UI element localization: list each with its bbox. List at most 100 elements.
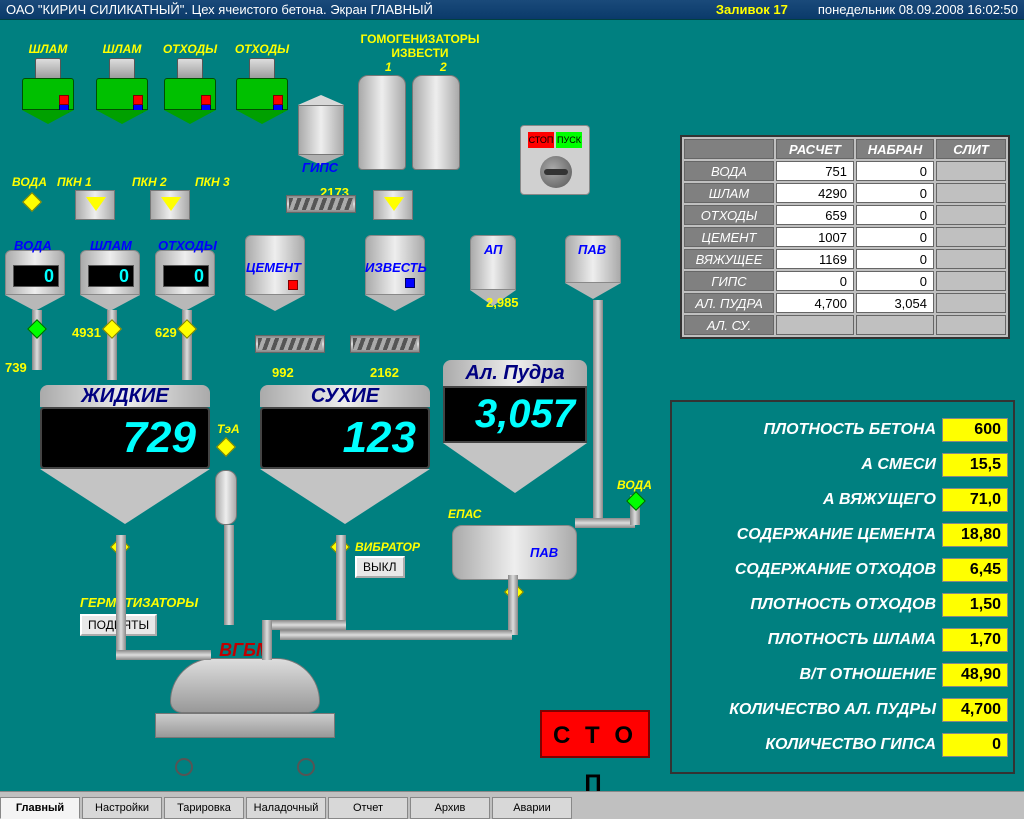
epac-tank <box>452 525 577 580</box>
flow-2162: 2162 <box>370 365 399 380</box>
silo-shlam-label: ШЛАМ <box>90 238 132 253</box>
silo-othody-value: 0 <box>163 265 209 287</box>
silo-cement-label: ЦЕМЕНТ <box>246 260 301 275</box>
param-label: КОЛИЧЕСТВО ГИПСА <box>677 736 942 754</box>
pkn-box-2[interactable] <box>150 190 190 220</box>
table-row: АЛ. ПУДРА4,7003,054 <box>684 293 1006 313</box>
param-value[interactable]: 71,0 <box>942 488 1008 512</box>
valve-voda-top[interactable] <box>22 192 42 212</box>
table-row: ШЛАМ42900 <box>684 183 1006 203</box>
homogen-num-1: 1 <box>385 60 392 74</box>
params-panel: ПЛОТНОСТЬ БЕТОНА600А СМЕСИ15,5А ВЯЖУЩЕГО… <box>670 400 1015 774</box>
switch-start-label: ПУСК <box>556 132 582 148</box>
param-value[interactable]: 6,45 <box>942 558 1008 582</box>
pav-label: ПАВ <box>530 545 558 560</box>
valve-voda[interactable] <box>27 319 47 339</box>
herm-group: ГЕРМЕТИЗАТОРЫ ПОДНЯТЫ <box>80 595 198 636</box>
stop-button[interactable]: С Т О П <box>540 710 650 758</box>
cell-value: 659 <box>776 205 854 225</box>
silo-pav-label: ПАВ <box>578 242 606 257</box>
gips-silo <box>298 95 344 165</box>
tab-настройки[interactable]: Настройки <box>82 797 162 819</box>
pkn-label-2: ПКН 2 <box>132 175 167 189</box>
cell-value: 0 <box>856 183 934 203</box>
param-value[interactable]: 0 <box>942 733 1008 757</box>
mixer-suhie: СУХИЕ 123 <box>250 385 440 524</box>
pkn-box-1[interactable] <box>75 190 115 220</box>
tab-главный[interactable]: Главный <box>0 797 80 819</box>
tab-архив[interactable]: Архив <box>410 797 490 819</box>
voda-right-label: ВОДА <box>617 478 652 492</box>
row-header: ШЛАМ <box>684 183 774 203</box>
mixer-zhidkie: ЖИДКИЕ 729 <box>30 385 220 524</box>
param-label: А ВЯЖУЩЕГО <box>677 491 942 509</box>
hopper-label-1: ШЛАМ <box>92 42 152 56</box>
silo-othody-label: ОТХОДЫ <box>158 238 217 253</box>
row-header: АЛ. СУ. <box>684 315 774 335</box>
tab-наладочный[interactable]: Наладочный <box>246 797 326 819</box>
hopper-label-3: ОТХОДЫ <box>232 42 292 56</box>
param-row: В/Т ОТНОШЕНИЕ48,90 <box>677 657 1008 692</box>
vibrator-button[interactable]: ВЫКЛ <box>355 556 405 578</box>
tab-тарировка[interactable]: Тарировка <box>164 797 244 819</box>
cell-value <box>936 205 1006 225</box>
table-row: АЛ. СУ. <box>684 315 1006 335</box>
tab-аварии[interactable]: Аварии <box>492 797 572 819</box>
param-row: ПЛОТНОСТЬ ОТХОДОВ1,50 <box>677 587 1008 622</box>
param-label: ПЛОТНОСТЬ БЕТОНА <box>677 421 942 439</box>
cell-value: 751 <box>776 161 854 181</box>
param-value[interactable]: 1,70 <box>942 628 1008 652</box>
param-label: А СМЕСИ <box>677 456 942 474</box>
start-stop-switch[interactable]: СТОП ПУСК <box>520 125 590 195</box>
flow-992: 992 <box>272 365 294 380</box>
row-header: ВЯЖУЩЕЕ <box>684 249 774 269</box>
pipe-epac-vgbm <box>280 630 512 640</box>
param-label: ПЛОТНОСТЬ ШЛАМА <box>677 631 942 649</box>
cell-value <box>936 183 1006 203</box>
pipe-zh-vgbm <box>116 535 126 655</box>
th-nab: НАБРАН <box>856 139 934 159</box>
tab-отчет[interactable]: Отчет <box>328 797 408 819</box>
table-row: ЦЕМЕНТ10070 <box>684 227 1006 247</box>
param-value[interactable]: 600 <box>942 418 1008 442</box>
voda-top-label: ВОДА <box>12 175 47 189</box>
ap-value: 2,985 <box>486 295 519 310</box>
param-row: СОДЕРЖАНИЕ ОТХОДОВ6,45 <box>677 552 1008 587</box>
table-row: ВЯЖУЩЕЕ11690 <box>684 249 1006 269</box>
silo-ap-label: АП <box>484 242 502 257</box>
param-row: СОДЕРЖАНИЕ ЦЕМЕНТА18,80 <box>677 517 1008 552</box>
cell-value: 0 <box>856 249 934 269</box>
param-value[interactable]: 1,50 <box>942 593 1008 617</box>
table-row: ГИПС00 <box>684 271 1006 291</box>
param-value[interactable]: 18,80 <box>942 523 1008 547</box>
row-header: АЛ. ПУДРА <box>684 293 774 313</box>
screw-cement <box>255 335 325 353</box>
pipe-pav-h <box>575 518 635 528</box>
homogen-num-2: 2 <box>440 60 447 74</box>
epac-label: ЕПАС <box>448 507 481 521</box>
row-header: ГИПС <box>684 271 774 291</box>
cell-value: 4,700 <box>776 293 854 313</box>
param-value[interactable]: 4,700 <box>942 698 1008 722</box>
row-header: ВОДА <box>684 161 774 181</box>
pipe-su-vgbm <box>336 535 346 625</box>
tab-bar: ГлавныйНастройкиТарировкаНаладочныйОтчет… <box>0 791 1024 819</box>
pkn-box-3[interactable] <box>373 190 413 220</box>
param-value[interactable]: 15,5 <box>942 453 1008 477</box>
valve-shlam[interactable] <box>102 319 122 339</box>
flow-4931: 4931 <box>72 325 101 340</box>
silo-shlam-value: 0 <box>88 265 134 287</box>
silo-voda-label: ВОДА <box>14 238 52 253</box>
header-bar: ОАО "КИРИЧ СИЛИКАТНЫЙ". Цех ячеистого бе… <box>0 0 1024 20</box>
valve-othody[interactable] <box>177 319 197 339</box>
mixer-zhidkie-title: ЖИДКИЕ <box>40 385 210 408</box>
pipe-su-vgbm2 <box>262 620 272 660</box>
homogenizer-label: ГОМОГЕНИЗАТОРЫ ИЗВЕСТИ <box>345 32 495 60</box>
param-label: ПЛОТНОСТЬ ОТХОДОВ <box>677 596 942 614</box>
green-hopper-0 <box>22 58 74 118</box>
param-value[interactable]: 48,90 <box>942 663 1008 687</box>
vibrator-group: ВИБРАТОР ВЫКЛ <box>355 540 420 578</box>
silo-voda-value: 0 <box>13 265 59 287</box>
green-hopper-1 <box>96 58 148 118</box>
header-title: ОАО "КИРИЧ СИЛИКАТНЫЙ". Цех ячеистого бе… <box>6 2 716 17</box>
